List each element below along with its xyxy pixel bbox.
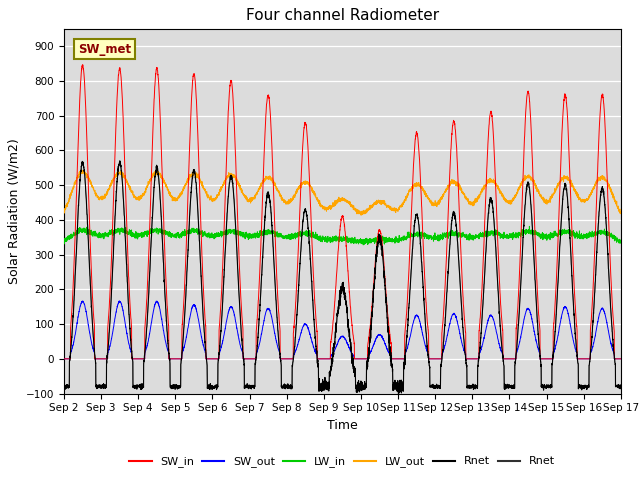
Line: LW_out: LW_out [64, 170, 621, 215]
LW_out [161, 178, 168, 183]
SW_out [60, 356, 68, 362]
SW_in [467, 356, 475, 362]
LW_out [358, 212, 365, 218]
SW_in [436, 356, 444, 362]
SW_in [499, 330, 507, 336]
Line: SW_out: SW_out [64, 301, 621, 359]
Rnet [322, 386, 330, 392]
LW_out [78, 167, 86, 173]
LW_out [617, 210, 625, 216]
Rnet [616, 382, 624, 388]
LW_in [436, 231, 444, 237]
Rnet [499, 355, 507, 361]
Text: SW_met: SW_met [78, 43, 131, 56]
Rnet [161, 279, 168, 285]
Rnet [161, 279, 168, 285]
Rnet [617, 383, 625, 388]
SW_in [60, 356, 68, 362]
Rnet [60, 384, 68, 390]
LW_out [616, 210, 624, 216]
SW_in [616, 356, 624, 362]
Rnet [395, 391, 403, 396]
SW_in [161, 233, 168, 239]
SW_out [617, 356, 625, 362]
SW_out [499, 351, 507, 357]
SW_out [322, 356, 330, 362]
SW_out [467, 356, 475, 362]
LW_in [360, 242, 367, 248]
LW_in [160, 229, 168, 235]
Rnet [322, 386, 330, 392]
LW_in [499, 232, 507, 238]
LW_out [322, 205, 330, 211]
Rnet [499, 355, 507, 361]
SW_in [617, 356, 625, 362]
LW_out [499, 193, 507, 199]
Rnet [436, 367, 444, 373]
Line: SW_in: SW_in [64, 65, 621, 359]
Line: Rnet: Rnet [64, 161, 621, 394]
LW_in [616, 238, 624, 243]
LW_in [525, 224, 533, 229]
LW_out [436, 197, 444, 203]
Rnet [468, 382, 476, 388]
Legend: SW_in, SW_out, LW_in, LW_out, Rnet, Rnet: SW_in, SW_out, LW_in, LW_out, Rnet, Rnet [125, 452, 560, 472]
X-axis label: Time: Time [327, 419, 358, 432]
SW_out [436, 356, 444, 362]
Rnet [468, 383, 476, 388]
Rnet [395, 391, 403, 396]
Rnet [617, 383, 625, 389]
SW_out [115, 298, 123, 304]
Rnet [116, 158, 124, 164]
Line: LW_in: LW_in [64, 227, 621, 245]
SW_in [79, 62, 86, 68]
Title: Four channel Radiometer: Four channel Radiometer [246, 9, 439, 24]
LW_out [468, 199, 476, 205]
LW_in [60, 238, 68, 243]
LW_in [467, 236, 475, 241]
LW_in [617, 237, 625, 243]
SW_in [322, 356, 330, 362]
Rnet [60, 384, 68, 390]
SW_out [616, 356, 624, 362]
LW_out [60, 210, 68, 216]
Rnet [116, 158, 124, 164]
Line: Rnet: Rnet [64, 161, 621, 394]
Y-axis label: Solar Radiation (W/m2): Solar Radiation (W/m2) [7, 138, 20, 284]
Rnet [436, 367, 444, 373]
LW_in [322, 238, 330, 244]
Rnet [616, 382, 624, 388]
SW_out [161, 332, 168, 338]
